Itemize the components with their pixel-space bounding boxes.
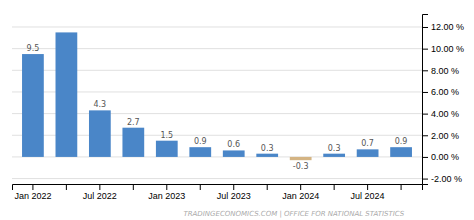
x-tick-mark (133, 184, 134, 190)
x-tick-label: Jul 2023 (217, 191, 251, 201)
y-tick: 4.00 % (422, 109, 459, 119)
x-tick-mark (32, 184, 33, 190)
data-label: 2.7 (127, 118, 140, 127)
y-tick-mark (422, 114, 428, 115)
y-tick: 6.00 % (422, 87, 459, 97)
data-label: 9.5 (27, 44, 40, 53)
y-tick: 12.00 % (422, 22, 464, 32)
grid-line (12, 178, 422, 179)
data-label: 1.5 (160, 131, 173, 140)
x-tick (267, 184, 268, 190)
x-tick-mark (166, 184, 167, 190)
x-tick: Jul 2022 (83, 184, 117, 201)
data-label: 0.3 (261, 144, 274, 153)
x-axis-line (13, 185, 423, 191)
x-tick-mark (233, 184, 234, 190)
y-tick-label: 10.00 % (431, 44, 464, 54)
y-tick-mark (422, 49, 428, 50)
x-tick: Jan 2024 (282, 184, 319, 201)
x-tick-label: Jul 2024 (351, 191, 385, 201)
x-tick-mark (66, 184, 67, 190)
data-label: 0.7 (361, 139, 374, 148)
grid (12, 27, 422, 179)
data-labels: 9.5 4.3 2.7 1.5 0.9 0.6 0.3 -0.3 0.3 0.7 0.9 (27, 44, 408, 171)
y-axis-line (423, 15, 429, 185)
x-tick (133, 184, 134, 190)
bar (223, 150, 245, 156)
bar (89, 110, 111, 157)
y-tick-mark (422, 157, 428, 158)
x-tick-label: Jan 2022 (14, 191, 51, 201)
data-label: -0.3 (293, 162, 309, 171)
y-tick-label: 2.00 % (431, 131, 459, 141)
y-tick-label: 8.00 % (431, 66, 459, 76)
bar (122, 128, 144, 157)
x-tick-mark (401, 184, 402, 190)
y-tick-mark (422, 135, 428, 136)
bar (156, 141, 178, 157)
y-tick-mark (422, 179, 428, 180)
y-tick: 2.00 % (422, 131, 459, 141)
y-tick-mark (422, 70, 428, 71)
x-tick-mark (200, 184, 201, 190)
bar (56, 32, 78, 157)
data-label: 0.9 (395, 137, 408, 146)
data-label: 0.3 (328, 144, 341, 153)
x-tick-mark (267, 184, 268, 190)
x-tick-mark (334, 184, 335, 190)
y-tick: 8.00 % (422, 66, 459, 76)
chart: 9.5 4.3 2.7 1.5 0.9 0.6 0.3 -0.3 0.3 0.7 0.9 Jan 20… (0, 0, 474, 220)
y-tick: 10.00 % (422, 44, 464, 54)
data-label: 4.3 (93, 100, 106, 109)
x-tick-label: Jul 2022 (83, 191, 117, 201)
x-axis: Jan 2022 Jul 2022 Jan 2023 Jul 2023 Jan 2024… (13, 184, 423, 201)
annotation: TRADINGECONOMICS.COM | OFFICE FOR NATION… (183, 210, 404, 218)
x-tick-mark (99, 184, 100, 190)
y-tick-label: 6.00 % (431, 87, 459, 97)
y-axis: -2.00 % 0.00 % 2.00 % 4.00 % 6.00 % 8.00 % 10.… (422, 15, 464, 185)
bar (22, 54, 44, 157)
y-tick: 0.00 % (422, 152, 459, 162)
data-label: 0.6 (227, 140, 240, 149)
y-tick-label: 12.00 % (431, 22, 464, 32)
x-tick (401, 184, 402, 190)
x-tick-label: Jan 2023 (148, 191, 185, 201)
x-tick (334, 184, 335, 190)
plot: 9.5 4.3 2.7 1.5 0.9 0.6 0.3 -0.3 0.3 0.7 0.9 Jan 20… (12, 15, 464, 202)
grid-line (12, 26, 422, 27)
x-tick-mark (367, 184, 368, 190)
x-tick: Jan 2023 (148, 184, 185, 201)
x-tick-mark (300, 184, 301, 190)
y-tick-label: 4.00 % (431, 109, 459, 119)
y-tick: -2.00 % (422, 174, 462, 184)
y-tick-label: -2.00 % (431, 174, 462, 184)
x-tick (200, 184, 201, 190)
x-tick: Jan 2022 (14, 184, 51, 201)
bar (323, 154, 345, 157)
x-tick-label: Jan 2024 (282, 191, 319, 201)
x-tick: Jul 2024 (351, 184, 385, 201)
bar (290, 157, 312, 160)
x-tick (66, 184, 67, 190)
bar (256, 154, 278, 157)
bars (22, 32, 412, 160)
data-label: 0.9 (194, 137, 207, 146)
bar (390, 147, 412, 157)
y-tick-label: 0.00 % (431, 152, 459, 162)
bar (189, 147, 211, 157)
bar (357, 149, 379, 157)
y-tick-mark (422, 92, 428, 93)
y-tick-mark (422, 27, 428, 28)
x-tick: Jul 2023 (217, 184, 251, 201)
